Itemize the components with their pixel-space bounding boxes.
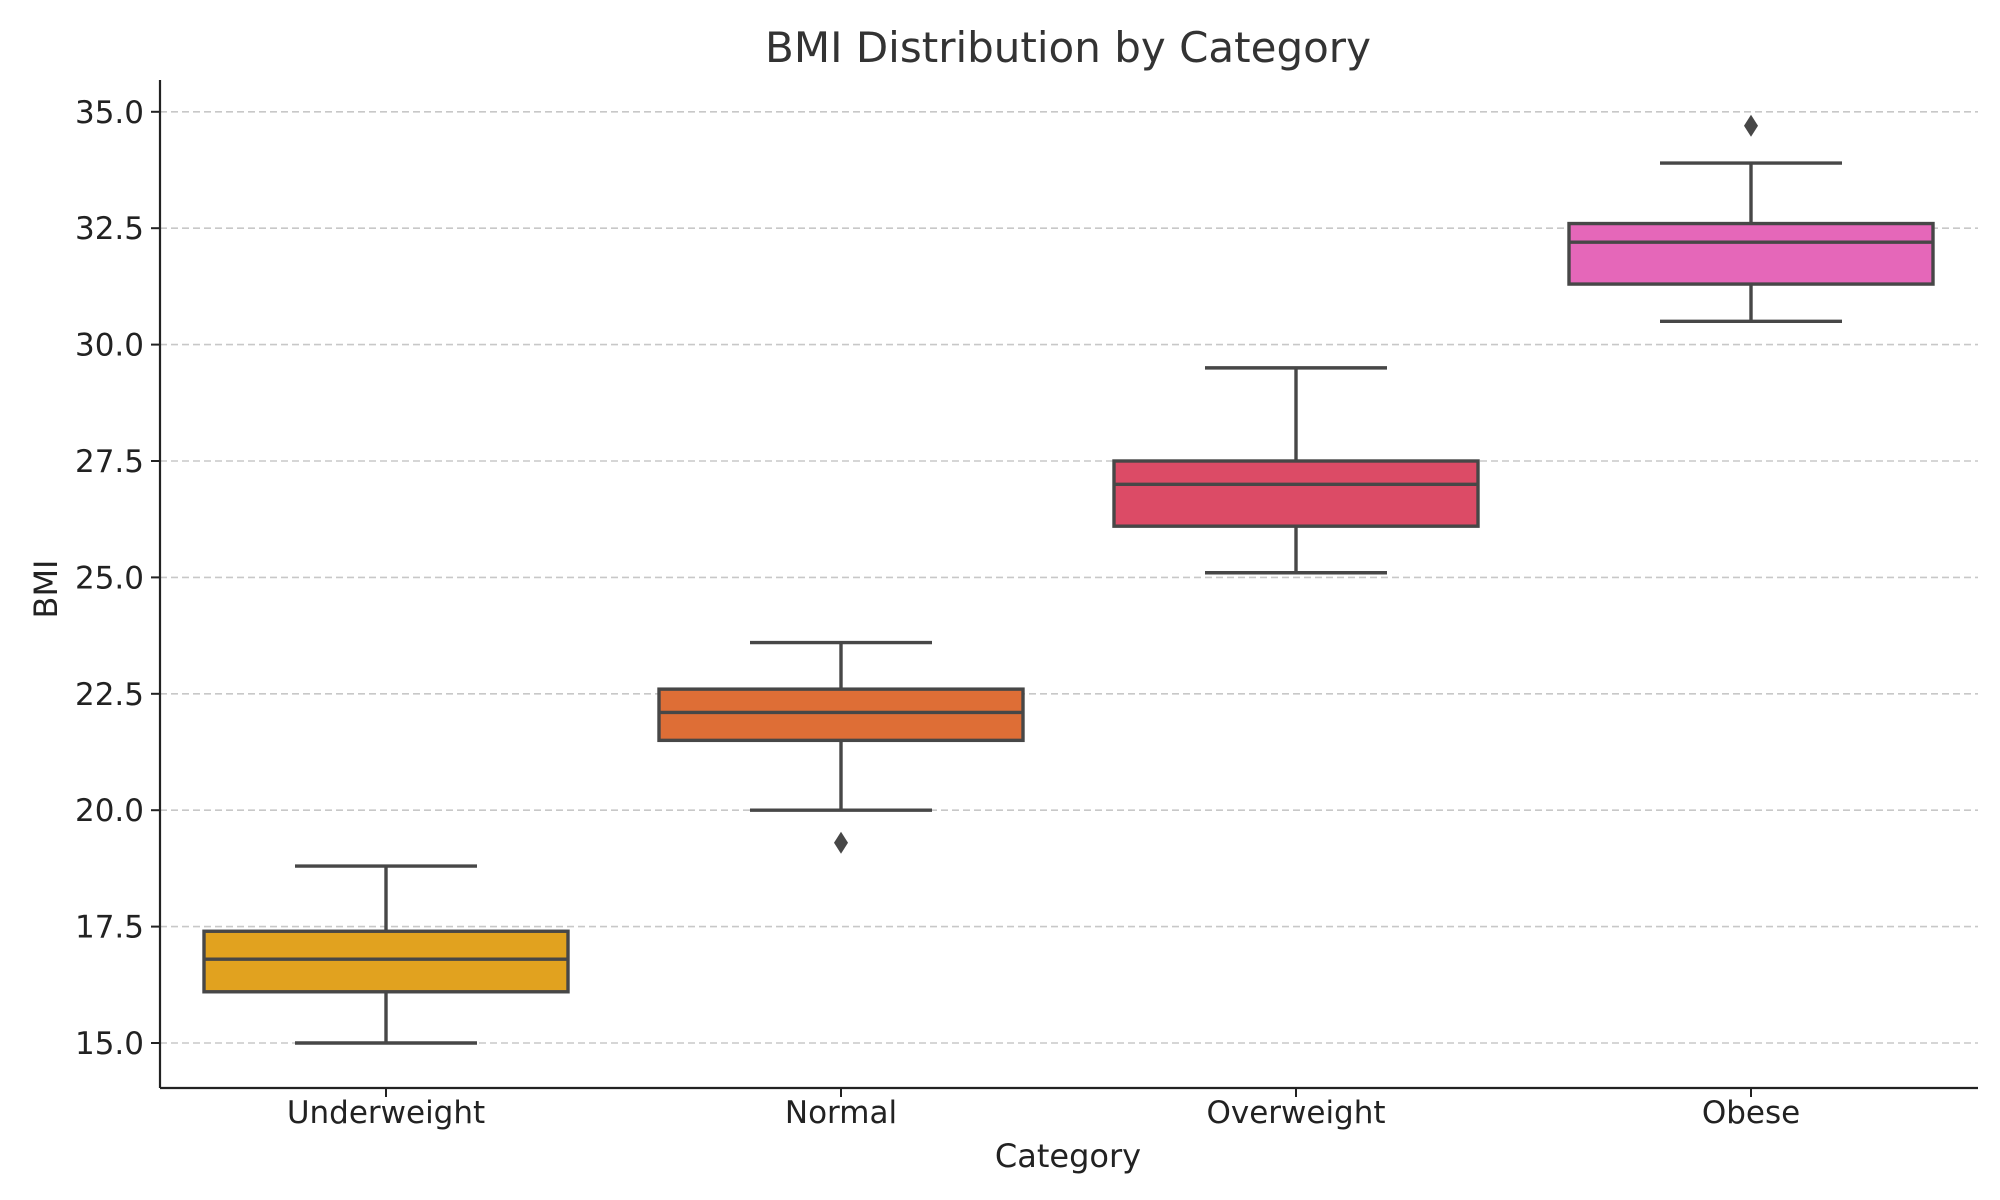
y-tick-label: 32.5 bbox=[75, 211, 144, 247]
y-tick-label: 17.5 bbox=[75, 910, 144, 946]
y-tick-label: 20.0 bbox=[75, 793, 144, 829]
box-group bbox=[657, 640, 1025, 854]
iqr-box bbox=[202, 929, 570, 994]
chart-title: BMI Distribution by Category bbox=[765, 23, 1371, 72]
x-tick-label: Underweight bbox=[287, 1095, 485, 1131]
y-tick-label: 15.0 bbox=[75, 1026, 144, 1062]
outlier-marker bbox=[834, 831, 848, 854]
iqr-box bbox=[1567, 221, 1935, 286]
y-tick-label: 22.5 bbox=[75, 677, 144, 713]
y-tick-label: 27.5 bbox=[75, 444, 144, 480]
y-tick-label: 25.0 bbox=[75, 560, 144, 596]
x-axis-label: Category bbox=[995, 1137, 1141, 1175]
box-group bbox=[1567, 114, 1935, 324]
iqr-box bbox=[1112, 459, 1480, 528]
axis-ticks: 15.0 17.5 20.0 22.5 25.0 27.5 30.0 32.5 35.0 Unde… bbox=[75, 95, 1800, 1131]
iqr-box bbox=[657, 687, 1025, 743]
outlier-marker bbox=[1744, 114, 1758, 137]
y-tick-label: 35.0 bbox=[75, 95, 144, 131]
box-group bbox=[202, 864, 570, 1045]
y-axis-label: BMI bbox=[27, 560, 65, 619]
gridlines bbox=[160, 111, 1978, 1044]
x-tick-label: Obese bbox=[1702, 1095, 1800, 1131]
y-tick-label: 30.0 bbox=[75, 328, 144, 364]
box-group bbox=[1112, 366, 1480, 575]
x-tick-label: Normal bbox=[785, 1095, 897, 1131]
x-tick-label: Overweight bbox=[1206, 1095, 1385, 1131]
boxes bbox=[202, 114, 1935, 1045]
